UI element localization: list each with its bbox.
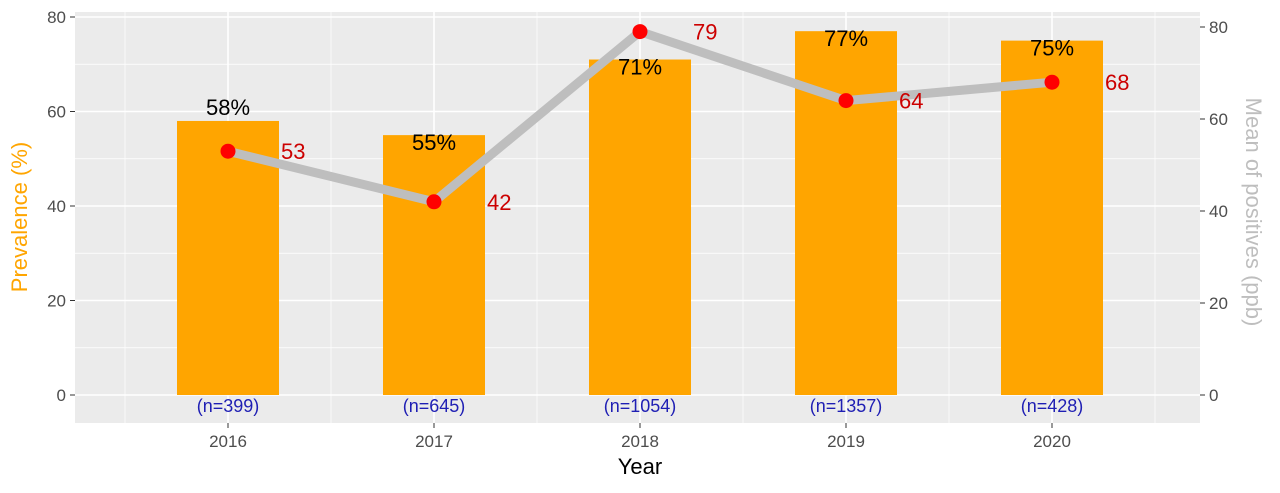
y-right-tick-label: 40 [1209, 202, 1228, 221]
sample-size-label: (n=1054) [604, 396, 677, 416]
y-right-tick-label: 20 [1209, 294, 1228, 313]
point-2019 [838, 93, 854, 109]
axes: 0 20 40 60 80 0 20 40 60 80 2016 2017 2018 2019 2020 [47, 8, 1228, 451]
y-left-tick-label: 60 [47, 103, 66, 122]
x-tick-label: 2018 [621, 432, 659, 451]
bar-value-label: 77% [824, 26, 868, 51]
sample-size-label: (n=1357) [810, 396, 883, 416]
y-right-tick-label: 80 [1209, 18, 1228, 37]
y-left-tick-label: 80 [47, 8, 66, 27]
point-value-label: 68 [1105, 70, 1129, 95]
bar-value-label: 58% [206, 95, 250, 120]
sample-size-label: (n=399) [197, 396, 260, 416]
bar-2020 [1001, 40, 1103, 395]
point-value-label: 79 [693, 20, 717, 45]
y-left-tick-label: 20 [47, 292, 66, 311]
bar-series [177, 31, 1103, 396]
y-right-tick-label: 60 [1209, 110, 1228, 129]
sample-size-label: (n=428) [1021, 396, 1084, 416]
y-left-tick-label: 0 [57, 386, 66, 405]
y-axis-right-title: Mean of positives (ppb) [1241, 98, 1266, 327]
bar-2016 [177, 120, 279, 395]
line-series [220, 24, 1060, 210]
bar-value-label: 55% [412, 130, 456, 155]
point-value-label: 53 [281, 139, 305, 164]
point-value-label: 64 [899, 89, 923, 114]
data-labels: 58% 55% 71% 77% 75% 53 42 79 64 68 (n=399) (n=645) (… [197, 20, 1130, 416]
y-axis-left-title: Prevalence (%) [7, 142, 32, 292]
x-tick-label: 2019 [827, 432, 865, 451]
x-tick-label: 2017 [415, 432, 453, 451]
point-2017 [426, 194, 442, 210]
x-tick-label: 2016 [209, 432, 247, 451]
bar-2018 [589, 59, 691, 396]
point-value-label: 42 [487, 190, 511, 215]
point-2018 [632, 24, 648, 40]
bar-value-label: 71% [618, 55, 662, 80]
x-tick-label: 2020 [1033, 432, 1071, 451]
point-2016 [220, 143, 236, 159]
bar-value-label: 75% [1030, 36, 1074, 61]
x-axis-title: Year [618, 454, 662, 479]
y-left-tick-label: 40 [47, 197, 66, 216]
point-2020 [1044, 74, 1060, 90]
sample-size-label: (n=645) [403, 396, 466, 416]
y-right-tick-label: 0 [1209, 386, 1218, 405]
